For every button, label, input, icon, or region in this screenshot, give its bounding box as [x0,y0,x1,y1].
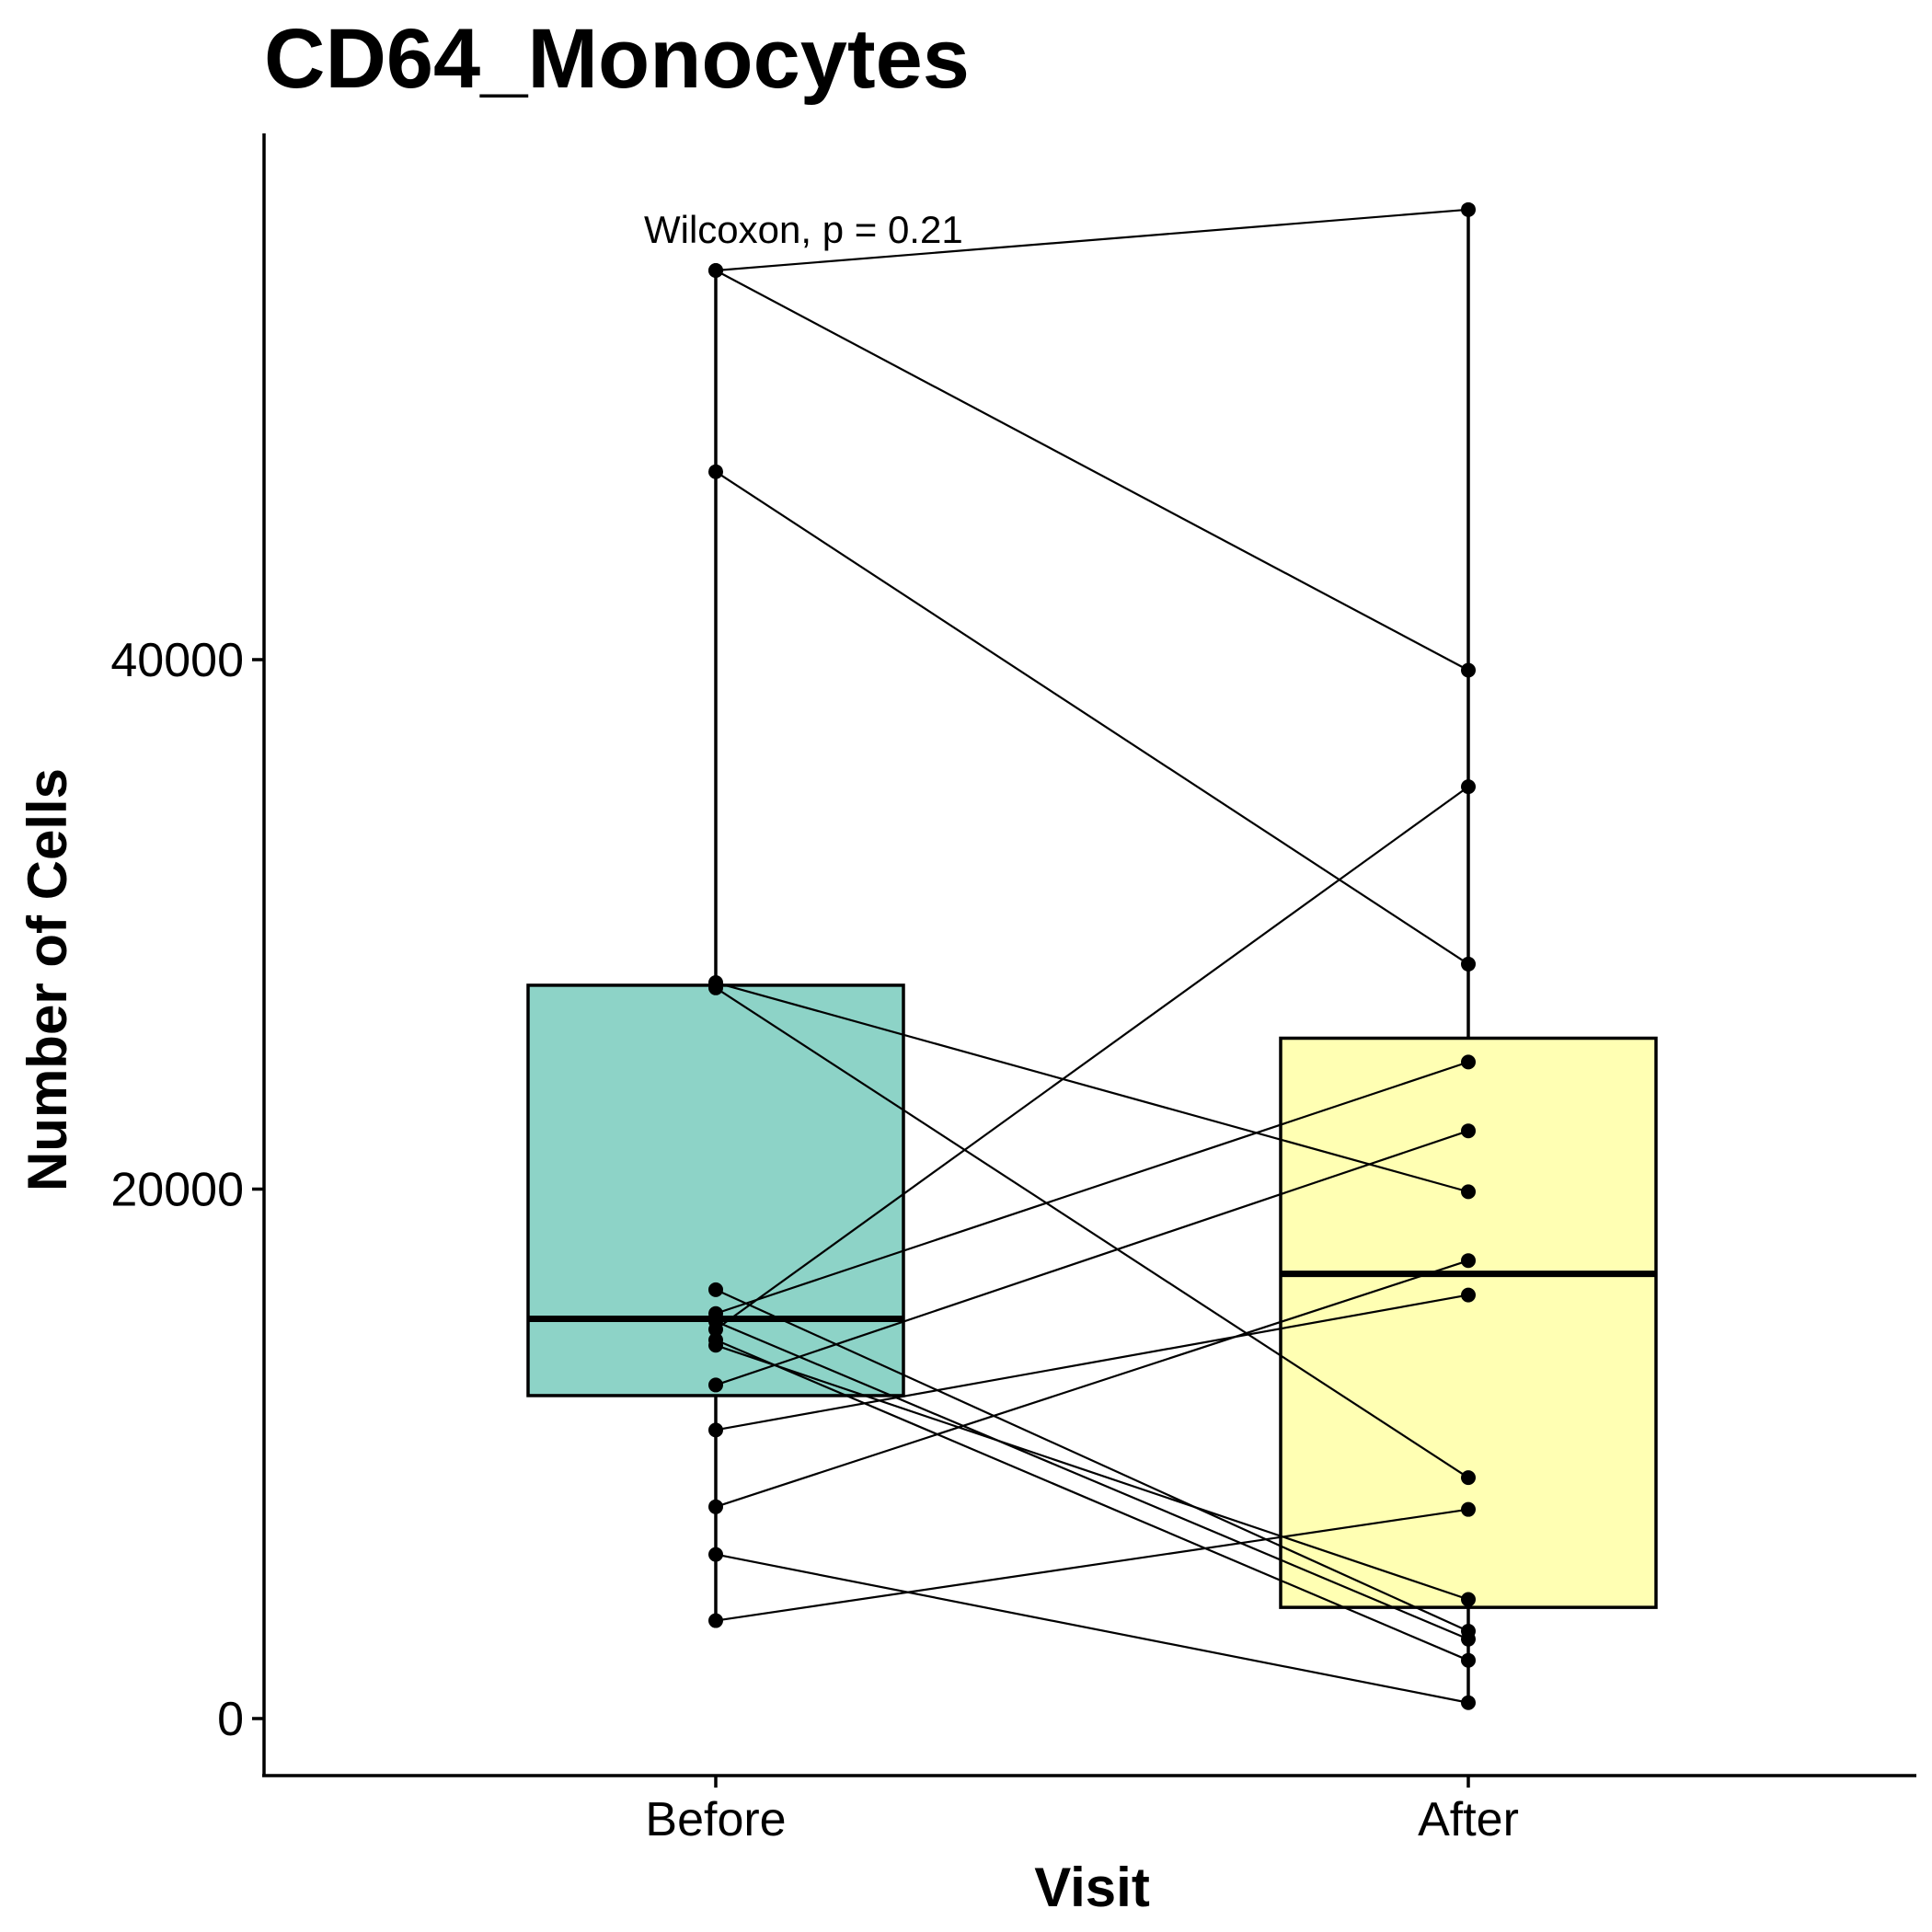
pair-line-1 [715,208,1469,272]
pair-line-6 [715,1288,1469,1633]
point-after-15 [1461,1695,1476,1710]
pair-line-3 [715,470,1469,965]
point-before-12 [708,1377,723,1393]
pair-line-8 [715,1320,1469,1640]
y-axis-title: Number of Cells [17,768,78,1191]
x-axis: Before After [262,1774,1916,1846]
point-after-8 [1461,1631,1476,1647]
point-before-3 [708,464,723,479]
point-after-5 [1461,1470,1476,1486]
point-after-2 [1461,662,1476,678]
point-before-2 [708,263,723,279]
point-after-1 [1461,201,1476,217]
point-after-12 [1461,1123,1476,1139]
point-before-5 [708,980,723,995]
point-after-3 [1461,956,1476,972]
x-tick-label-before: Before [645,1793,786,1846]
pair-line-5 [715,986,1469,1479]
pair-line-16 [715,1508,1469,1622]
chart-title: CD64_Monocytes [264,12,970,106]
point-before-11 [708,1338,723,1353]
point-after-11 [1461,1592,1476,1607]
y-tick-label-20000: 20000 [110,1164,244,1217]
y-tick-label-0: 0 [217,1693,244,1746]
pair-line-14 [715,1259,1469,1508]
point-before-13 [708,1422,723,1438]
point-after-13 [1461,1287,1476,1303]
pair-line-11 [715,1344,1469,1601]
point-after-10 [1461,1652,1476,1668]
plot-area: Wilcoxon, p = 0.21 [526,201,1658,1710]
point-after-7 [1461,1054,1476,1070]
x-tick-label-after: After [1418,1793,1519,1846]
pair-line-2 [715,270,1469,672]
pair-line-13 [715,1294,1469,1432]
pair-line-12 [715,1130,1469,1386]
point-after-9 [1461,779,1476,795]
pair-line-9 [715,786,1469,1330]
pair-line-15 [715,1553,1469,1704]
point-before-6 [708,1282,723,1297]
point-after-16 [1461,1501,1476,1517]
point-before-14 [708,1499,723,1514]
point-after-4 [1461,1184,1476,1200]
stat-annotation: Wilcoxon, p = 0.21 [644,208,963,251]
y-tick-label-40000: 40000 [110,634,244,687]
pair-line-4 [715,981,1469,1193]
point-before-9 [708,1322,723,1338]
point-before-15 [708,1547,723,1562]
point-before-16 [708,1613,723,1628]
point-after-14 [1461,1253,1476,1269]
pair-line-7 [715,1061,1469,1315]
pair-line-10 [715,1339,1469,1662]
y-axis: 0 20000 40000 [110,133,266,1776]
x-axis-title: Visit [1034,1857,1150,1918]
